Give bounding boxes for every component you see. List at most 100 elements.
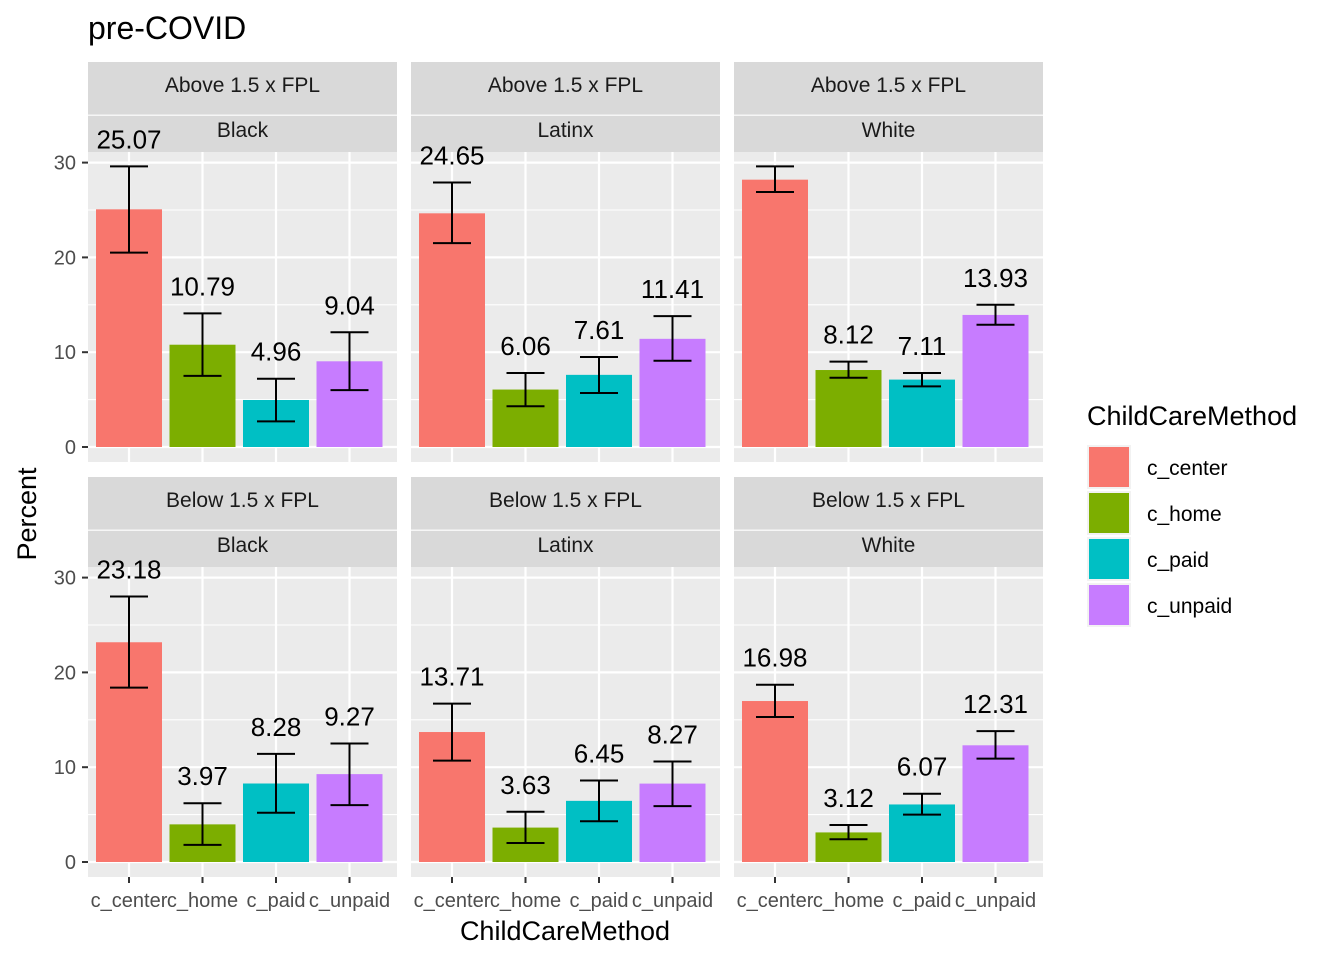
error-bar <box>433 181 471 245</box>
legend-swatch-c_paid <box>1089 539 1129 579</box>
facet-strip-race: Latinx <box>537 534 594 557</box>
legend-label: c_unpaid <box>1147 595 1232 618</box>
facet-strip-income: Below 1.5 x FPL <box>812 489 965 512</box>
y-tick-label: 20 <box>54 662 76 684</box>
x-axis-title: ChildCareMethod <box>460 916 670 946</box>
facet-strip-race: Latinx <box>537 119 594 142</box>
error-bar <box>257 752 295 814</box>
error-bar <box>903 792 941 816</box>
x-tick-label: c_center <box>414 890 491 912</box>
facet-strip-race: Black <box>217 119 269 142</box>
facet-panels: Above 1.5 x FPL Black 25.07 10.79 4.96 9.04 0 1… <box>54 62 1043 912</box>
facet-strip-income: Above 1.5 x FPL <box>811 74 966 97</box>
y-axis-title: Percent <box>12 467 42 561</box>
data-label: 12.31 <box>963 689 1028 719</box>
error-bar <box>756 165 794 193</box>
data-label: 3.97 <box>177 761 228 791</box>
y-tick-label: 0 <box>65 852 76 874</box>
data-label: 13.93 <box>963 263 1028 293</box>
error-bar <box>506 372 545 408</box>
legend-label: c_center <box>1147 457 1228 480</box>
facet-strip-income: Below 1.5 x FPL <box>489 489 642 512</box>
y-tick-label: 20 <box>54 247 76 269</box>
data-label: 23.18 <box>96 555 161 585</box>
data-label: 6.06 <box>500 331 551 361</box>
facet-strip-race: White <box>862 534 916 557</box>
error-bar <box>433 702 471 762</box>
x-tick-label: c_unpaid <box>955 890 1036 912</box>
facet-strip-income: Below 1.5 x FPL <box>166 489 319 512</box>
error-bar <box>756 683 794 718</box>
legend: ChildCareMethod c_center c_home c_paid c_un… <box>1087 401 1297 627</box>
legend-swatch-c_home <box>1089 493 1129 533</box>
facet-panel: Above 1.5 x FPL Latinx 24.65 6.06 7.61 11.41 <box>411 62 720 462</box>
error-bar <box>903 372 941 388</box>
bar-c_unpaid <box>962 745 1029 862</box>
data-label: 11.41 <box>641 274 704 304</box>
data-label: 24.65 <box>419 141 484 171</box>
x-tick-label: c_unpaid <box>309 890 390 912</box>
error-bar <box>580 355 618 394</box>
data-label: 3.63 <box>500 770 551 800</box>
legend-swatch-c_center <box>1089 447 1129 487</box>
legend-label: c_home <box>1147 503 1222 526</box>
error-bar <box>829 360 868 379</box>
facet-panel: Above 1.5 x FPL Black 25.07 10.79 4.96 9.04 0 1… <box>54 62 397 462</box>
facet-strip-income: Above 1.5 x FPL <box>165 74 320 97</box>
bar-c_center <box>419 213 485 447</box>
data-label: 8.28 <box>251 712 302 742</box>
x-tick-label: c_center <box>737 890 814 912</box>
error-bar <box>829 824 868 841</box>
error-bar <box>506 810 545 845</box>
facet-strip <box>411 477 720 567</box>
facet-strip-race: White <box>862 119 916 142</box>
data-label: 3.12 <box>823 783 874 813</box>
facet-strip <box>734 477 1043 567</box>
data-label: 16.98 <box>742 643 807 673</box>
legend-swatch-c_unpaid <box>1089 585 1129 625</box>
facet-panel: Below 1.5 x FPL Black 23.18 3.97 8.28 9.27 0 10… <box>54 477 397 912</box>
facet-panel: Below 1.5 x FPL White 16.98 3.12 6.07 12.31 c_… <box>734 477 1043 912</box>
x-tick-label: c_home <box>167 890 238 912</box>
error-bar <box>257 377 295 423</box>
bar-c_center <box>742 179 808 447</box>
data-label: 13.71 <box>419 662 484 692</box>
y-tick-label: 30 <box>54 153 76 175</box>
facet-strip-race: Black <box>217 534 269 557</box>
x-tick-label: c_home <box>813 890 884 912</box>
error-bar <box>330 331 369 392</box>
facet-strip-income: Above 1.5 x FPL <box>488 74 643 97</box>
data-label: 9.27 <box>324 702 375 732</box>
x-tick-label: c_paid <box>570 890 629 912</box>
facet-strip <box>411 62 720 152</box>
x-tick-label: c_paid <box>247 890 306 912</box>
error-bar <box>580 779 618 823</box>
bar-c_home <box>815 370 882 447</box>
y-tick-label: 30 <box>54 568 76 590</box>
x-tick-label: c_paid <box>893 890 952 912</box>
facet-strip <box>734 62 1043 152</box>
error-bar <box>110 595 148 689</box>
error-bar <box>183 312 222 377</box>
error-bar <box>976 730 1015 760</box>
facet-panel: Below 1.5 x FPL Latinx 13.71 3.63 6.45 8.27 c_… <box>411 477 720 912</box>
bar-c_paid <box>889 379 955 447</box>
facet-strip <box>88 477 397 567</box>
data-label: 6.45 <box>574 738 625 768</box>
bar-c_center <box>742 701 808 862</box>
data-label: 10.79 <box>170 271 235 301</box>
y-tick-label: 10 <box>54 342 76 364</box>
x-tick-label: c_unpaid <box>632 890 713 912</box>
data-label: 7.61 <box>574 315 625 345</box>
error-bar <box>976 303 1015 326</box>
y-tick-label: 0 <box>65 437 76 459</box>
x-tick-label: c_home <box>490 890 561 912</box>
data-label: 7.11 <box>898 331 947 361</box>
x-tick-label: c_center <box>91 890 168 912</box>
y-tick-label: 10 <box>54 757 76 779</box>
data-label: 8.27 <box>647 720 698 750</box>
data-label: 4.96 <box>251 337 302 367</box>
data-label: 9.04 <box>324 290 375 320</box>
error-bar <box>653 760 692 808</box>
